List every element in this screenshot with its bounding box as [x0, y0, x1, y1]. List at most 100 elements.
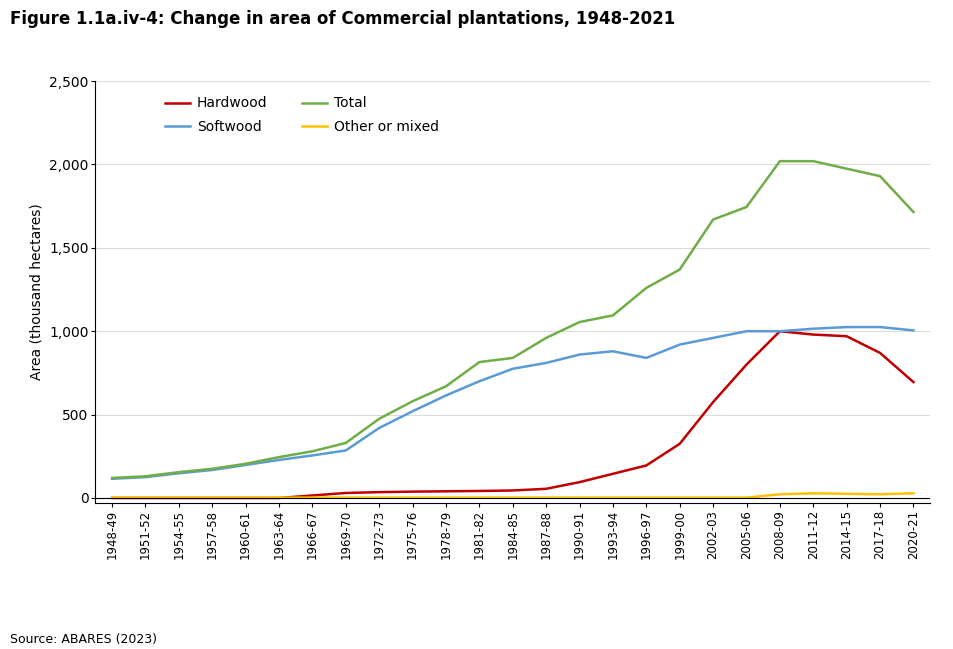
Hardwood: [907, 378, 919, 386]
Legend: Hardwood, Softwood, Total, Other or mixed: Hardwood, Softwood, Total, Other or mixe…: [161, 92, 443, 138]
Y-axis label: Area (thousand hectares): Area (thousand hectares): [30, 204, 43, 380]
Other or mixed: [373, 494, 384, 502]
Other or mixed: [106, 494, 118, 502]
Softwood: [273, 456, 284, 464]
Softwood: [539, 359, 551, 367]
Total: [206, 465, 217, 472]
Softwood: [673, 341, 684, 349]
Line: Softwood: Softwood: [112, 327, 913, 479]
Softwood: [439, 391, 451, 399]
Total: [740, 203, 751, 211]
Total: [373, 415, 384, 422]
Total: [873, 172, 884, 180]
Softwood: [773, 327, 784, 335]
Hardwood: [339, 489, 351, 497]
Softwood: [873, 323, 884, 331]
Other or mixed: [773, 491, 784, 498]
Total: [673, 265, 684, 273]
Other or mixed: [606, 494, 618, 502]
Hardwood: [507, 487, 518, 495]
Softwood: [706, 334, 719, 342]
Softwood: [339, 447, 351, 454]
Other or mixed: [206, 494, 217, 502]
Hardwood: [673, 440, 684, 448]
Softwood: [573, 350, 584, 358]
Line: Hardwood: Hardwood: [112, 331, 913, 498]
Hardwood: [406, 488, 417, 496]
Softwood: [606, 347, 618, 355]
Hardwood: [473, 487, 484, 495]
Softwood: [139, 473, 151, 481]
Other or mixed: [507, 494, 518, 502]
Total: [539, 334, 551, 342]
Hardwood: [706, 398, 719, 406]
Hardwood: [139, 494, 151, 502]
Hardwood: [573, 478, 584, 486]
Text: Source: ABARES (2023): Source: ABARES (2023): [10, 633, 156, 646]
Other or mixed: [640, 494, 652, 502]
Hardwood: [373, 488, 384, 496]
Other or mixed: [473, 494, 484, 502]
Line: Other or mixed: Other or mixed: [112, 493, 913, 498]
Softwood: [306, 452, 317, 459]
Hardwood: [240, 494, 252, 502]
Other or mixed: [139, 494, 151, 502]
Total: [640, 284, 652, 292]
Hardwood: [806, 331, 818, 339]
Other or mixed: [873, 491, 884, 498]
Total: [806, 157, 818, 165]
Total: [139, 472, 151, 480]
Line: Total: Total: [112, 161, 913, 478]
Hardwood: [740, 361, 751, 369]
Softwood: [907, 326, 919, 334]
Hardwood: [172, 494, 184, 502]
Softwood: [740, 327, 751, 335]
Total: [573, 318, 584, 326]
Other or mixed: [306, 494, 317, 502]
Softwood: [406, 408, 417, 415]
Total: [473, 358, 484, 366]
Total: [606, 312, 618, 319]
Hardwood: [539, 485, 551, 493]
Softwood: [106, 475, 118, 483]
Total: [273, 453, 284, 461]
Softwood: [206, 466, 217, 474]
Other or mixed: [439, 494, 451, 502]
Other or mixed: [673, 494, 684, 502]
Hardwood: [206, 494, 217, 502]
Other or mixed: [573, 494, 584, 502]
Total: [240, 460, 252, 468]
Hardwood: [106, 494, 118, 502]
Total: [773, 157, 784, 165]
Hardwood: [273, 494, 284, 502]
Other or mixed: [172, 494, 184, 502]
Softwood: [373, 424, 384, 432]
Other or mixed: [706, 494, 719, 502]
Text: Figure 1.1a.iv-4: Change in area of Commercial plantations, 1948-2021: Figure 1.1a.iv-4: Change in area of Comm…: [10, 10, 674, 28]
Softwood: [240, 461, 252, 469]
Softwood: [473, 377, 484, 385]
Other or mixed: [339, 494, 351, 502]
Softwood: [172, 469, 184, 477]
Total: [172, 468, 184, 476]
Other or mixed: [907, 489, 919, 497]
Total: [507, 354, 518, 361]
Softwood: [840, 323, 851, 331]
Hardwood: [773, 327, 784, 335]
Other or mixed: [240, 494, 252, 502]
Other or mixed: [740, 494, 751, 502]
Hardwood: [840, 332, 851, 340]
Hardwood: [606, 470, 618, 478]
Total: [840, 165, 851, 173]
Total: [706, 215, 719, 223]
Softwood: [806, 325, 818, 333]
Total: [907, 208, 919, 216]
Total: [439, 382, 451, 390]
Total: [339, 439, 351, 447]
Total: [406, 397, 417, 405]
Other or mixed: [273, 494, 284, 502]
Hardwood: [439, 487, 451, 495]
Hardwood: [873, 349, 884, 357]
Total: [106, 474, 118, 482]
Hardwood: [306, 491, 317, 499]
